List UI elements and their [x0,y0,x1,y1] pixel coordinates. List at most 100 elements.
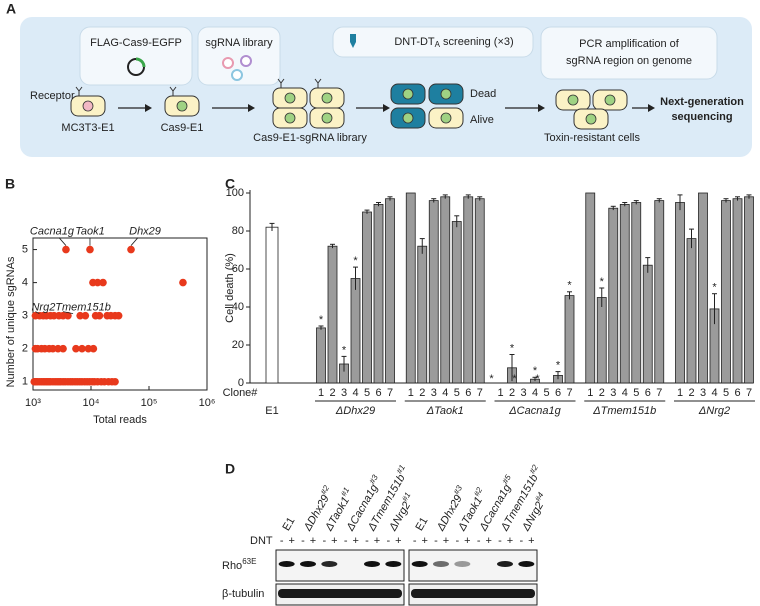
bar [642,264,653,384]
clone-number: 2 [599,387,605,399]
lane-name: E1 [280,515,297,533]
rho-band [433,561,449,567]
nucleus [284,92,296,104]
x-axis-label: Total reads [93,414,147,426]
receptor-icon [169,86,177,96]
clone-number: 7 [746,387,752,399]
clone-number: 7 [566,387,572,399]
y-tick-label: 5 [22,243,28,255]
bar [596,297,607,384]
leader-line [130,237,139,246]
pcr-line-2: sgRNA region on genome [566,55,692,67]
annotation: Cacna1g [30,225,75,237]
nucleus [440,112,452,124]
point [86,245,94,254]
sgrna-icon [231,69,243,81]
point [111,377,119,386]
group-label: ΔTmem151b [592,405,656,417]
point [72,344,80,353]
plasmid-insert [135,57,146,68]
bar [698,192,708,384]
nucleus [321,112,333,124]
lane-clone: #1 [400,491,412,503]
dnt-minus: - [455,535,459,547]
bar [350,278,361,384]
receptor-icon [277,78,285,88]
bar [608,207,619,384]
clone-number: 5 [723,387,729,399]
sgrna-icon [240,55,252,67]
stage-label: Cas9-E1-sgRNA library [253,132,367,144]
group-label: ΔTaok1 [426,405,464,417]
row-superscript: 63E [242,557,256,566]
dnt-minus: - [434,535,438,547]
y-tick-label: 20 [232,339,244,351]
panel-label: A [6,1,16,17]
point [95,311,104,320]
y-tick-label: 60 [232,263,244,275]
bar [463,196,474,384]
y-tick-label: 1 [22,376,28,388]
dnt-minus: - [280,535,284,547]
nucleus [585,113,597,125]
group-label: E1 [265,405,278,417]
bar [440,196,451,384]
library-label: sgRNA library [205,37,273,49]
dnt-plus: + [288,535,294,547]
point [179,278,187,287]
nucleus [604,94,616,106]
bar [585,192,596,384]
nucleus [321,92,333,104]
x-tick-label: 10⁵ [141,397,158,409]
bar [417,245,428,384]
dnt-plus: + [331,535,337,547]
bar [631,202,642,384]
dnt-plus: + [395,535,401,547]
dnt-minus: - [344,535,348,547]
dnt-minus: - [498,535,502,547]
bar [675,202,685,384]
callout-bubble [332,26,534,58]
bar [619,203,630,384]
clone-label: Clone# [223,387,259,399]
bar [265,226,279,384]
x-tick-label: 10⁶ [199,397,216,409]
point [93,278,102,287]
annotation: Taok1 [75,225,105,237]
nucleus [402,112,414,124]
clone-number: 3 [700,387,706,399]
clone-number: 5 [633,387,639,399]
stage-label: Toxin-resistant cells [544,132,640,144]
nucleus [567,94,579,106]
screening-label: DNT-DTA screening (×3) [394,36,513,49]
significance-star: * [533,365,538,377]
stage-label: MC3T3-E1 [61,122,114,134]
clone-number: 1 [408,387,414,399]
y-tick-label: 0 [238,377,244,389]
x-tick-label: 10⁴ [83,397,100,409]
point [99,278,107,287]
y-tick-label: 4 [22,277,28,289]
lane-header: E1 [280,515,297,533]
lane-header: E1 [413,515,430,533]
stage-label: Cas9-E1 [161,122,204,134]
blot-membrane [275,549,405,582]
significance-star: * [535,373,540,385]
arrow-head [383,104,390,112]
clone-number: 7 [477,387,483,399]
clone-number: 1 [318,387,324,399]
dnt-minus: - [322,535,326,547]
clone-number: 1 [587,387,593,399]
rho-band [497,561,513,567]
point [78,344,86,353]
significance-star: * [342,344,347,356]
bar [744,196,754,384]
clone-number: 2 [329,387,335,399]
leader-line [35,311,40,315]
callout-bubble [197,26,281,86]
annotation: Dhx29 [129,225,161,237]
rho-band [454,561,471,567]
row-name: Rho [222,560,242,572]
point [81,311,90,320]
receptor-label: Receptor [30,90,75,102]
